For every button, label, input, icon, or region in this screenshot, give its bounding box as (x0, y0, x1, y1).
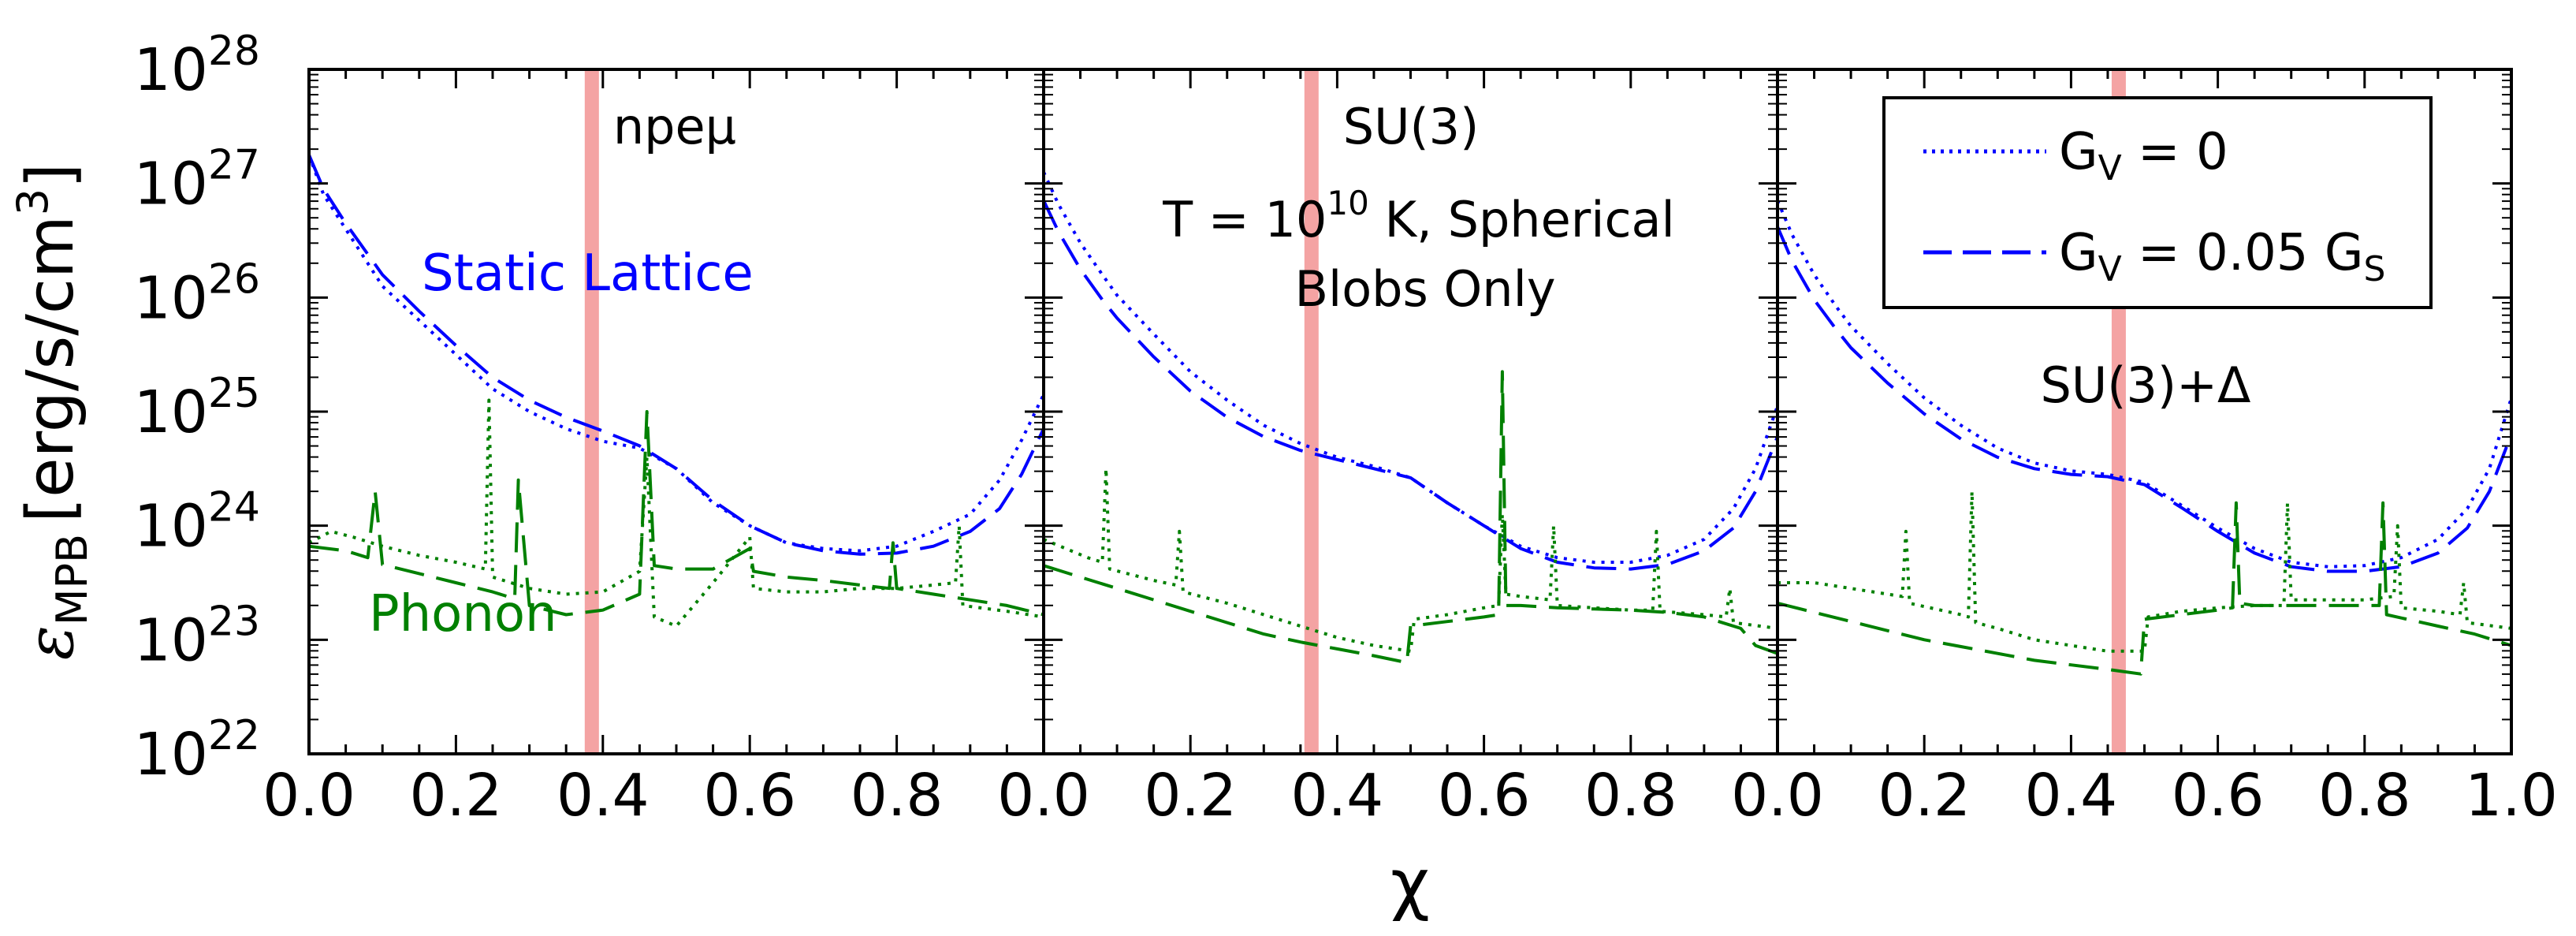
legend-box (1882, 96, 2433, 309)
ytick-label-exponent: 27 (208, 142, 260, 189)
ytick-label-base: 10 (134, 721, 208, 789)
ytick-label-exponent: 22 (208, 712, 260, 759)
ytick-label-base: 10 (134, 379, 208, 446)
ytick-label-base: 10 (134, 606, 208, 674)
annotation-temp-exp: 10 (1327, 184, 1368, 222)
annotation-temperature: T = 1010 K, Spherical (1162, 184, 1675, 248)
xtick-label: 0.4 (557, 762, 650, 830)
data-curves (309, 154, 2511, 676)
ytick-label: 1023 (134, 598, 260, 674)
legend-entry-dotted-base: G (2059, 123, 2098, 181)
panel-title-npemu: npeμ (613, 98, 736, 155)
y-axis-symbol: ε (13, 625, 88, 660)
xtick-label: 1.0 (2465, 762, 2558, 830)
xtick-label: 0.6 (703, 762, 796, 830)
ytick-label: 1025 (134, 370, 260, 446)
ytick-label-base: 10 (134, 36, 208, 104)
xtick-label: 0.0 (262, 762, 356, 830)
ytick-label-exponent: 24 (208, 484, 260, 531)
lattice-dashed-panel-1 (1044, 200, 1778, 571)
y-axis-unit-exponent: 3 (8, 188, 58, 215)
xtick-label: 0.0 (1731, 762, 1824, 830)
panel-title-su3: SU(3) (1343, 98, 1480, 155)
phonon-dashed-panel-1 (1044, 370, 1778, 665)
ytick-label-exponent: 26 (208, 255, 260, 303)
legend-entry-dashed-base: G (2059, 224, 2098, 282)
frame-panel-1 (1042, 68, 1779, 755)
y-axis-unit: [erg/s/cm (13, 215, 88, 523)
phonon-dashed-panel-0 (309, 410, 1044, 617)
annotation-temp-b: K, Spherical (1369, 191, 1675, 248)
curves-panel-0 (309, 154, 1044, 628)
phonon-dashed-panel-2 (1778, 501, 2511, 676)
xtick-label: 0.8 (2318, 762, 2411, 830)
xtick-label: 0.4 (1291, 762, 1384, 830)
phonon-dotted-panel-1 (1044, 467, 1778, 653)
ytick-label-exponent: 28 (208, 28, 260, 75)
legend-entry-dashed-sub2: S (2363, 249, 2385, 289)
phonon-dotted-panel-0 (309, 398, 1044, 628)
ytick-label: 1026 (134, 255, 260, 332)
ytick-label: 1022 (134, 712, 260, 789)
annotation-blobs: Blobs Only (1294, 260, 1555, 318)
xtick-label: 0.6 (1438, 762, 1531, 830)
panel-frames (307, 68, 2513, 755)
xtick-label: 0.4 (2025, 762, 2118, 830)
ytick-label-base: 10 (134, 264, 208, 332)
band-panel-0 (584, 69, 599, 754)
legend-entry-dashed-rest: = 0.05 G (2122, 224, 2364, 282)
ytick-label: 1028 (134, 28, 260, 104)
legend-entry-dotted-rest: = 0 (2122, 123, 2228, 181)
x-tick-labels: 0.0 0.2 0.4 0.6 0.8 0.0 0.2 0.4 0.6 0.8 0.0 0.2 0.4 0… (262, 762, 2558, 830)
xtick-label: 0.2 (410, 762, 503, 830)
legend-entry-dotted: GV = 0 (2059, 123, 2228, 188)
ytick-label: 1027 (134, 142, 260, 218)
ytick-label: 1024 (134, 484, 260, 561)
legend-entry-dashed: GV = 0.05 GS (2059, 224, 2385, 289)
label-phonon: Phonon (369, 585, 557, 643)
xtick-label: 0.2 (1144, 762, 1237, 830)
ytick-label-base: 10 (134, 151, 208, 218)
ytick-label-exponent: 25 (208, 370, 260, 417)
legend-entry-dotted-sub: V (2098, 148, 2122, 188)
curves-panel-1 (1044, 171, 1778, 665)
curves-panel-2 (1778, 200, 2511, 676)
y-axis-unit-close: ] (13, 163, 88, 188)
lattice-dashed-panel-2 (1778, 226, 2511, 573)
xtick-label: 0.0 (997, 762, 1090, 830)
legend: GV = 0 GV = 0.05 GS (1882, 96, 2433, 309)
xtick-label: 0.2 (1878, 762, 1971, 830)
x-axis-label: χ (1390, 845, 1430, 923)
band-panel-1 (1304, 69, 1319, 754)
xtick-label: 0.8 (851, 762, 944, 830)
annotation-temp-a: T = 10 (1162, 191, 1327, 248)
lattice-dashed-panel-0 (309, 154, 1044, 556)
xtick-label: 0.8 (1584, 762, 1677, 830)
y-axis-label: εMPB [erg/s/cm3] (8, 163, 97, 660)
xtick-label: 0.6 (2172, 762, 2265, 830)
legend-entry-dashed-sub: V (2098, 249, 2122, 289)
frame-panel-2 (1776, 68, 2513, 755)
ytick-label-exponent: 23 (208, 598, 260, 645)
frame-panel-0 (307, 68, 1045, 755)
panel-title-su3-delta: SU(3)+Δ (2041, 356, 2251, 414)
phonon-dotted-panel-2 (1778, 490, 2511, 653)
label-static-lattice: Static Lattice (422, 244, 754, 303)
ytick-label-base: 10 (134, 493, 208, 561)
y-axis-subscript: MPB (47, 534, 97, 625)
lattice-dotted-panel-0 (309, 154, 1044, 553)
